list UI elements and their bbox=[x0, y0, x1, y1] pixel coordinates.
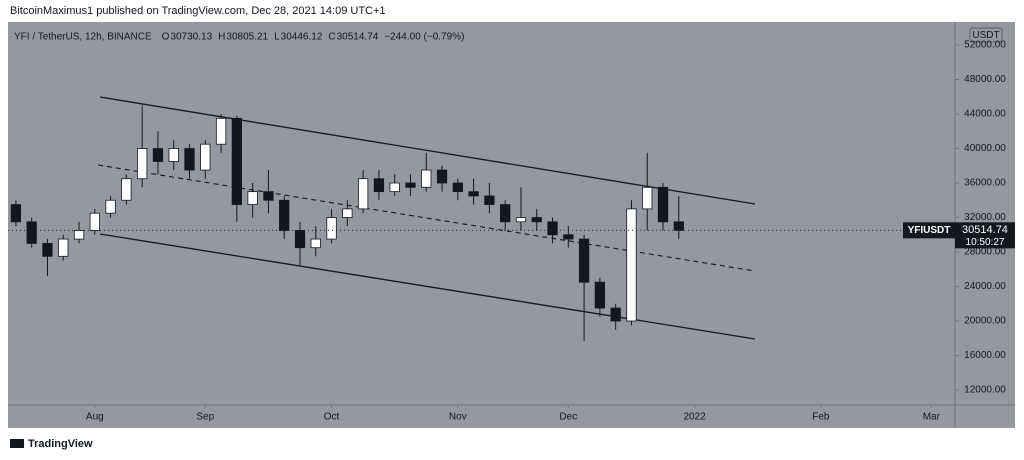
x-tick-label: 2022 bbox=[683, 412, 706, 423]
candle-body bbox=[547, 221, 558, 236]
y-tick-label: 36000.00 bbox=[964, 178, 1006, 189]
candle-body bbox=[58, 238, 69, 257]
candle-body bbox=[279, 199, 290, 231]
price-tag bbox=[955, 222, 1015, 249]
candle-body bbox=[152, 148, 164, 162]
candle-body bbox=[673, 221, 684, 231]
channel-middle bbox=[97, 164, 756, 272]
x-tick-label: Feb bbox=[812, 412, 830, 423]
candle-body bbox=[263, 191, 274, 201]
candle-body bbox=[563, 234, 574, 240]
y-tick-label: 40000.00 bbox=[964, 143, 1006, 154]
legend-key: C bbox=[328, 32, 335, 43]
legend-key: L bbox=[274, 32, 280, 43]
channel-upper bbox=[99, 96, 756, 205]
candle-body bbox=[10, 204, 22, 223]
x-tick-label: Dec bbox=[559, 412, 577, 423]
candle-body bbox=[215, 117, 227, 145]
bar-countdown: 10:50:27 bbox=[966, 237, 1005, 248]
candle-body bbox=[231, 117, 242, 205]
y-tick-label: 48000.00 bbox=[964, 74, 1006, 85]
candle-body bbox=[342, 208, 353, 218]
candle-body bbox=[389, 182, 400, 193]
brand: TradingView bbox=[10, 438, 93, 450]
y-tick-label: 44000.00 bbox=[964, 109, 1006, 120]
candle-body bbox=[578, 238, 590, 283]
x-tick-label: Aug bbox=[86, 412, 104, 423]
candle-body bbox=[89, 212, 100, 231]
symbol-tag bbox=[903, 222, 955, 239]
legend-value: 30730.13 bbox=[170, 32, 212, 43]
candle-body bbox=[484, 195, 495, 205]
candle-body bbox=[626, 208, 637, 322]
candle-body bbox=[452, 182, 463, 193]
change: −244.00 (−0.79%) bbox=[384, 32, 464, 43]
candle-body bbox=[594, 281, 606, 309]
candle-body bbox=[531, 217, 542, 223]
candle-body bbox=[168, 148, 179, 162]
y-tick-label: 16000.00 bbox=[964, 350, 1006, 361]
candle-body bbox=[26, 221, 37, 244]
x-tick-label: Nov bbox=[449, 412, 467, 423]
candle-body bbox=[184, 148, 195, 171]
candle-body bbox=[610, 307, 621, 322]
y-tick-label: 28000.00 bbox=[964, 247, 1006, 258]
legend-key: O bbox=[162, 32, 170, 43]
candle-body bbox=[42, 242, 53, 257]
candle-body bbox=[500, 204, 511, 223]
legend-value: 30446.12 bbox=[281, 32, 323, 43]
candle-body bbox=[468, 191, 479, 197]
candle-body bbox=[137, 148, 148, 180]
candle-body bbox=[247, 191, 258, 205]
x-tick-label: Oct bbox=[324, 412, 340, 423]
y-tick-label: 52000.00 bbox=[964, 40, 1006, 51]
price-tag-value: 30514.74 bbox=[962, 224, 1008, 236]
y-tick-label: 20000.00 bbox=[964, 316, 1006, 327]
currency-badge bbox=[969, 27, 1003, 43]
candle-body bbox=[73, 230, 85, 240]
currency: USDT bbox=[972, 30, 999, 41]
candle-body bbox=[200, 143, 211, 171]
symbol-tag-label: YFIUSDT bbox=[908, 225, 951, 236]
channel-lower bbox=[99, 233, 756, 340]
brand-logo bbox=[10, 439, 24, 448]
trend-channel bbox=[97, 96, 756, 340]
symbol-title: YFI / TetherUS, 12h, BINANCE bbox=[14, 32, 152, 43]
candle-body bbox=[657, 186, 669, 223]
candle-body bbox=[436, 169, 448, 184]
x-tick-label: Mar bbox=[923, 412, 941, 423]
candle-body bbox=[121, 178, 132, 201]
publish-header: BitcoinMaximus1 published on TradingView… bbox=[10, 5, 386, 17]
y-tick-label: 32000.00 bbox=[964, 212, 1006, 223]
candle-body bbox=[515, 217, 527, 223]
candle-body bbox=[294, 230, 306, 249]
legend-value: 30805.21 bbox=[226, 32, 268, 43]
legend-key: H bbox=[218, 32, 225, 43]
candle-body bbox=[105, 199, 116, 214]
candle-body bbox=[357, 178, 369, 210]
candle-body bbox=[405, 182, 416, 188]
candle-body bbox=[326, 217, 337, 240]
chart-background bbox=[8, 22, 1015, 428]
legend-value: 30514.74 bbox=[337, 32, 379, 43]
candle-body bbox=[642, 186, 653, 210]
candle-body bbox=[310, 238, 321, 249]
x-tick-label: Sep bbox=[196, 412, 214, 423]
brand-name: TradingView bbox=[28, 438, 93, 450]
candle-body bbox=[373, 178, 385, 193]
y-tick-label: 24000.00 bbox=[964, 281, 1006, 292]
y-tick-label: 12000.00 bbox=[964, 385, 1006, 396]
candle-body bbox=[421, 169, 432, 188]
